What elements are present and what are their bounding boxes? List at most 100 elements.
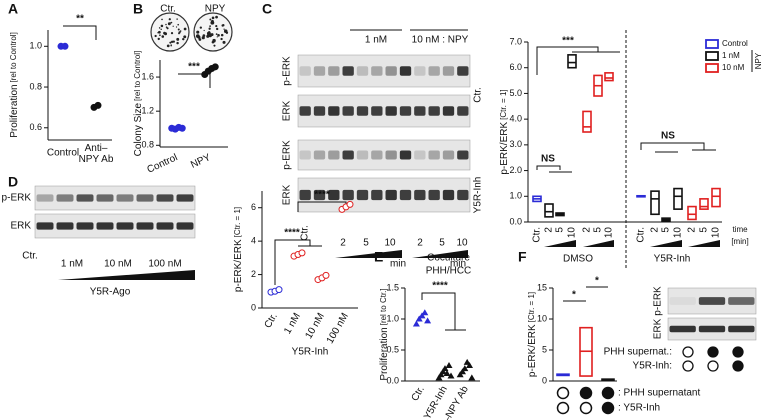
blot-band bbox=[176, 222, 194, 230]
blot-band bbox=[385, 66, 397, 76]
colony bbox=[165, 26, 168, 28]
significance: *** bbox=[188, 62, 200, 73]
blot-band bbox=[328, 189, 340, 201]
box bbox=[582, 110, 592, 133]
x-tick-label: Control bbox=[47, 148, 79, 159]
colony bbox=[172, 25, 174, 27]
colony bbox=[216, 36, 218, 38]
colony bbox=[206, 34, 210, 38]
blot-band bbox=[428, 189, 440, 201]
wedge bbox=[650, 240, 682, 247]
y-axis-label-text: Proliferation bbox=[379, 327, 390, 380]
x-tick-label: Ctr. bbox=[636, 227, 647, 243]
panel-label: D bbox=[8, 174, 18, 190]
y-tick-label: 1.0 bbox=[29, 41, 42, 51]
y-axis-label: p-ERK/ERK [Ctr. = 1] bbox=[527, 292, 538, 377]
blot-band bbox=[442, 66, 455, 76]
blot-band bbox=[385, 189, 397, 201]
colony bbox=[170, 45, 172, 47]
colony-plate bbox=[193, 12, 233, 52]
blot-band bbox=[328, 106, 340, 116]
point bbox=[298, 249, 306, 257]
condition-marker bbox=[601, 386, 615, 400]
point bbox=[437, 371, 445, 378]
y-tick-label: 0.0 bbox=[386, 375, 399, 385]
blot-band bbox=[313, 189, 326, 201]
blot-band bbox=[428, 150, 440, 160]
legend-swatch bbox=[705, 63, 719, 73]
colony bbox=[167, 22, 171, 26]
point bbox=[443, 370, 451, 377]
point bbox=[435, 374, 443, 381]
y-axis-label-text: Proliferation bbox=[9, 84, 20, 137]
blot-band bbox=[356, 106, 369, 116]
blot-band bbox=[385, 150, 397, 160]
x-tick-label-line: Anti– bbox=[85, 143, 108, 154]
colony bbox=[158, 27, 161, 29]
blot-side-label: Ctr. bbox=[473, 87, 484, 103]
colony bbox=[183, 35, 187, 39]
y-tick-label: 2 bbox=[251, 269, 256, 279]
blot-band bbox=[136, 194, 154, 202]
y-tick-label: 7.0 bbox=[509, 36, 522, 46]
blot-label: Y5R-Ago bbox=[90, 287, 131, 298]
x-tick-label: 10 bbox=[673, 227, 684, 239]
colony bbox=[169, 41, 172, 44]
point bbox=[466, 362, 473, 368]
x-tick-label: 5 bbox=[555, 227, 566, 233]
bracket bbox=[63, 25, 97, 40]
wedge bbox=[335, 250, 402, 258]
blot-band bbox=[299, 106, 311, 116]
blot-band bbox=[385, 106, 397, 116]
blot-band bbox=[414, 189, 426, 201]
lane-label: Ctr. bbox=[300, 225, 311, 241]
point bbox=[418, 312, 426, 319]
condition-marker bbox=[579, 386, 593, 400]
y-axis-label-text: p-ERK/ERK bbox=[499, 122, 510, 175]
colony bbox=[209, 18, 212, 21]
blot-unit: min bbox=[450, 259, 466, 270]
panel-label: F bbox=[518, 249, 527, 265]
y-axis-label-text: p-ERK/ERK bbox=[233, 239, 244, 292]
colony bbox=[209, 25, 211, 27]
blot-band bbox=[116, 194, 134, 202]
colony bbox=[196, 30, 200, 34]
blot-band bbox=[728, 325, 755, 333]
colony bbox=[178, 31, 181, 34]
colony bbox=[166, 44, 170, 48]
lane-label: 2 bbox=[340, 238, 346, 249]
y-axis-label: p-ERK/ERK [Ctr. = 1] bbox=[233, 207, 244, 292]
condition-label: Y5R-Inh: bbox=[633, 361, 672, 372]
chart-subtitle: PHH/HCC bbox=[426, 266, 472, 277]
blot-band bbox=[399, 106, 412, 116]
blot-band bbox=[356, 189, 369, 201]
colony bbox=[176, 37, 180, 41]
blot-membrane bbox=[297, 139, 471, 171]
x-tick-label: 10 bbox=[567, 227, 578, 239]
point bbox=[441, 365, 449, 372]
blot-band bbox=[371, 66, 383, 76]
y-axis-label-unit: [rel to Control] bbox=[9, 32, 18, 82]
y-tick-label: 0 bbox=[251, 302, 256, 312]
blot-row-label: p-ERK bbox=[282, 56, 293, 86]
colony bbox=[211, 40, 215, 44]
point bbox=[211, 63, 219, 71]
x-tick-label-line: NPY Ab bbox=[79, 154, 114, 165]
x-unit: [min] bbox=[731, 237, 748, 246]
blot-row-label: ERK bbox=[282, 184, 293, 205]
blot-band bbox=[56, 194, 74, 202]
legend-label: 10 nM bbox=[722, 63, 745, 72]
colony bbox=[176, 41, 179, 45]
blot-band bbox=[442, 189, 455, 201]
blot-band bbox=[313, 106, 326, 116]
y-axis-label-unit: [rel to Control] bbox=[133, 51, 142, 101]
y-tick-label: 2.0 bbox=[509, 165, 522, 175]
point bbox=[461, 365, 469, 372]
box bbox=[650, 190, 660, 216]
y-axis-label-unit: [Ctr. = 1] bbox=[499, 89, 508, 119]
y-tick-label: 0.5 bbox=[386, 344, 399, 354]
blot-band bbox=[313, 66, 326, 76]
y-tick-label: 10 bbox=[537, 313, 547, 323]
point bbox=[445, 362, 453, 368]
